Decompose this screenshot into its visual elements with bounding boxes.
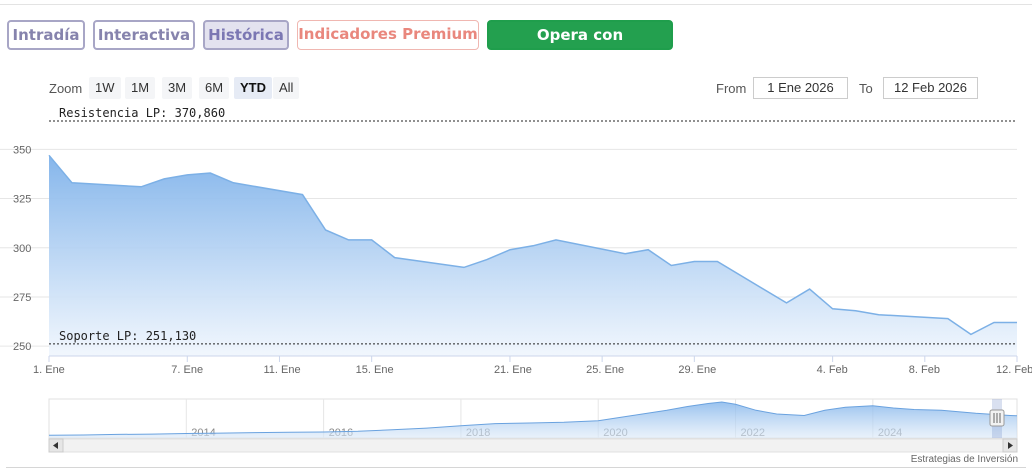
tab-historica[interactable]: Histórica [203, 20, 289, 50]
scroll-left-arrow-icon [53, 442, 58, 449]
x-tick-label: 29. Ene [678, 364, 716, 376]
price-series [48, 154, 1018, 356]
to-date-input[interactable]: 12 Feb 2026 [883, 77, 978, 99]
x-tick-label: 12. Feb [996, 364, 1032, 376]
y-tick-label: 325 [13, 194, 31, 206]
x-axis: 1. Ene 7. Ene 11. Ene 15. Ene 21. Ene 25. Ene… [33, 355, 1032, 376]
x-tick-label: 21. Ene [494, 364, 532, 376]
y-tick-label: 350 [13, 144, 31, 156]
zoom-all-button[interactable]: All [273, 77, 300, 99]
support-resistance-lines: Resistencia LP: 370,860 Soporte LP: 251,1… [49, 106, 1017, 345]
zoom-label: Zoom [49, 81, 83, 96]
x-tick-label: 4. Feb [817, 364, 848, 376]
y-axis: 250 275 300 325 350 [13, 144, 31, 353]
navigator-area [49, 402, 1017, 438]
support-label: Soporte LP: 251,130 [59, 329, 196, 343]
navigator-scrollbar[interactable] [48, 438, 1018, 453]
zoom-1w-button[interactable]: 1W [89, 77, 121, 99]
to-label: To [859, 81, 873, 96]
x-tick-label: 8. Feb [909, 364, 940, 376]
footer-credit: Estrategias de Inversión [910, 454, 1018, 465]
price-area [49, 155, 1017, 356]
zoom-ytd-button[interactable]: YTD [234, 77, 272, 99]
zoom-1m-button[interactable]: 1M [125, 77, 156, 99]
navigator-line [48, 401, 1018, 436]
y-tick-label: 250 [13, 341, 31, 353]
x-tick-label: 1. Ene [33, 364, 65, 376]
zoom-3m-button[interactable]: 3M [162, 77, 193, 99]
x-tick-label: 11. Ene [263, 364, 300, 376]
scroll-right-arrow-icon [1008, 442, 1013, 449]
from-label: From [716, 81, 747, 96]
opera-freedom24-button[interactable]: Opera con Freedom24 [487, 20, 673, 70]
x-tick-label: 25. Ene [586, 364, 624, 376]
y-tick-label: 275 [13, 292, 31, 304]
tab-interactiva[interactable]: Interactiva [93, 20, 195, 50]
price-chart: 250 275 300 325 350 Resistencia LP: 370,860 S… [0, 106, 1032, 453]
top-divider [0, 4, 1032, 5]
tab-indicadores-premium[interactable]: Indicadores Premium [297, 20, 479, 50]
tab-intradia[interactable]: Intradía [7, 20, 85, 50]
from-date-input[interactable]: 1 Ene 2026 [753, 77, 848, 99]
zoom-6m-button[interactable]: 6M [199, 77, 230, 99]
x-tick-label: 15. Ene [356, 364, 394, 376]
resistance-label: Resistencia LP: 370,860 [59, 106, 225, 120]
y-tick-label: 300 [13, 243, 31, 255]
bottom-divider [6, 467, 1026, 468]
x-tick-label: 7. Ene [171, 364, 203, 376]
navigator[interactable]: 201420162018202020222024 [48, 398, 1018, 453]
